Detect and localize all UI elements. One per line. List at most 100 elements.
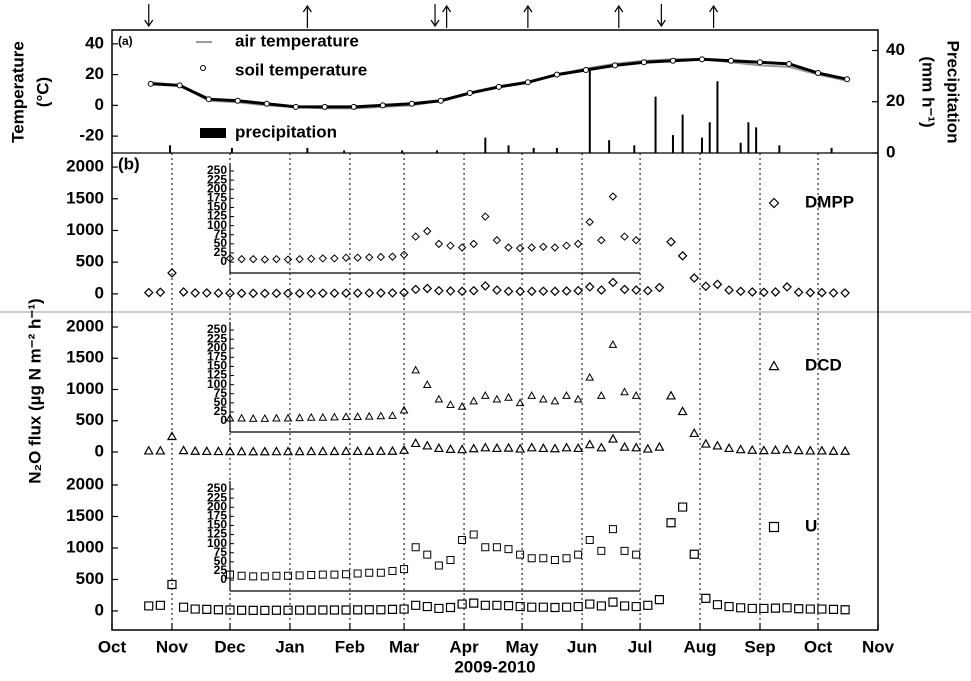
inset-point xyxy=(632,550,641,559)
flux-point xyxy=(608,277,618,288)
inset-y-tick-label: 0 xyxy=(220,413,227,427)
flux-point xyxy=(561,442,572,452)
precipitation-bar xyxy=(755,127,758,153)
flux-point xyxy=(317,446,328,456)
flux-point xyxy=(828,604,839,615)
inset-point xyxy=(388,566,397,575)
flux-point xyxy=(329,605,340,615)
flux-point xyxy=(689,273,700,283)
flux-point xyxy=(306,605,316,615)
inset-point xyxy=(585,217,594,227)
flux-point xyxy=(491,443,502,453)
flux-point xyxy=(840,445,851,455)
flux-point xyxy=(294,288,305,299)
inset-point xyxy=(608,192,618,201)
flux-point xyxy=(294,446,305,456)
legend-marker xyxy=(768,197,780,209)
inset-point xyxy=(225,413,235,422)
flux-point xyxy=(213,605,223,615)
soil-point xyxy=(524,79,531,86)
inset-point xyxy=(330,412,339,421)
inset-point xyxy=(423,550,432,559)
flux-point xyxy=(619,441,630,451)
inset-point xyxy=(446,556,455,565)
inset-point xyxy=(434,239,444,249)
event-arrow xyxy=(442,4,452,28)
event-arrow xyxy=(430,4,440,28)
flux-point xyxy=(422,440,433,450)
inset-point xyxy=(620,546,629,555)
legend-label: DCD xyxy=(805,355,842,374)
precipitation-bar xyxy=(484,137,487,153)
precipitation-bar xyxy=(532,147,535,153)
inset-point xyxy=(365,253,374,262)
inset-point xyxy=(295,413,304,422)
x-tick-label: Mar xyxy=(389,637,420,656)
flux-point xyxy=(515,286,525,297)
flux-point xyxy=(770,287,781,297)
flux-point xyxy=(433,443,444,453)
y-tick-label: 40 xyxy=(85,33,104,52)
flux-point xyxy=(457,599,467,609)
flux-point xyxy=(306,288,317,299)
inset-point xyxy=(573,394,583,403)
inset-point xyxy=(434,561,443,570)
flux-point xyxy=(550,286,560,297)
flux-point xyxy=(295,605,305,615)
panel-label: (b) xyxy=(118,154,140,173)
inset-y-tick-label: 0 xyxy=(220,572,227,586)
inset-point xyxy=(353,412,362,421)
flux-point xyxy=(770,444,781,454)
flux-point xyxy=(712,600,723,610)
flux-point xyxy=(306,446,317,456)
precipitation-bar xyxy=(747,122,750,153)
inset-point xyxy=(446,241,455,250)
soil-point xyxy=(234,97,241,104)
inset-y-tick-label: 175 xyxy=(207,350,227,364)
flux-point xyxy=(596,285,607,295)
flux-point xyxy=(155,287,166,298)
inset-point xyxy=(457,401,467,410)
inset-y-tick-label: 0 xyxy=(220,254,227,268)
inset-y-tick-label: 175 xyxy=(207,509,227,523)
inset-point xyxy=(388,411,397,419)
inset-point xyxy=(342,570,351,579)
flux-point xyxy=(283,605,293,615)
flux-point xyxy=(805,604,815,614)
inset-point xyxy=(376,568,385,577)
flux-point xyxy=(399,604,409,614)
inset-y-tick-label: 200 xyxy=(207,181,227,195)
flux-point xyxy=(782,282,792,292)
inset-y-tick-label: 125 xyxy=(207,368,227,382)
flux-point xyxy=(654,441,665,451)
flux-point xyxy=(271,605,282,615)
soil-point xyxy=(757,59,764,66)
inset-point xyxy=(504,392,513,401)
flux-point xyxy=(352,288,363,298)
inset-point xyxy=(550,396,560,405)
precipitation-bar xyxy=(169,145,172,153)
inset-point xyxy=(608,525,617,534)
inset-y-tick-label: 150 xyxy=(207,200,227,214)
y-tick-label: 1000 xyxy=(66,537,104,556)
inset-point xyxy=(527,391,537,399)
flux-point xyxy=(538,286,549,297)
soil-point xyxy=(147,80,154,87)
inset-point xyxy=(422,380,432,388)
inset-y-tick-label: 25 xyxy=(214,245,228,259)
soil-point xyxy=(553,71,560,78)
inset-point xyxy=(411,232,420,241)
y2-tick-label: 40 xyxy=(886,40,905,59)
precipitation-bar xyxy=(716,81,719,153)
flux-point xyxy=(213,446,224,456)
inset-y-tick-label: 100 xyxy=(207,377,227,391)
inset-point xyxy=(469,396,479,405)
inset-point xyxy=(249,572,258,581)
inset-point xyxy=(376,411,386,420)
inset-point xyxy=(573,239,583,249)
flux-point xyxy=(747,287,758,297)
y-tick-label: 500 xyxy=(76,410,104,429)
inset-point xyxy=(596,391,606,399)
soil-point xyxy=(350,103,357,110)
